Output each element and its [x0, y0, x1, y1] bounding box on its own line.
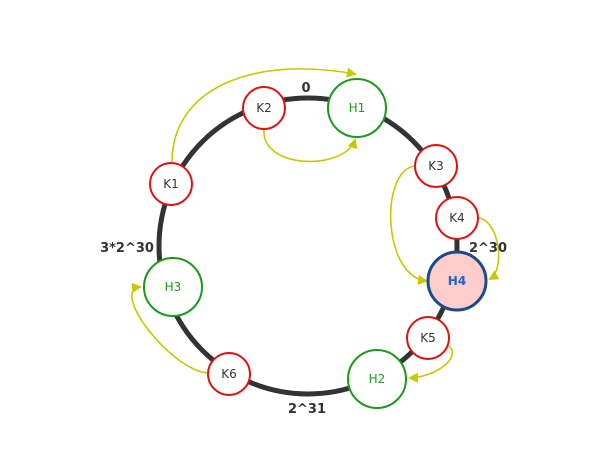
key-label: K6	[221, 367, 237, 381]
arrow-k6-h3	[131, 282, 209, 374]
host-node-h4: H4	[426, 250, 488, 312]
key-node-k4: K4	[435, 196, 479, 240]
host-node-h1: H1	[327, 78, 387, 138]
key-node-k6: K6	[207, 352, 251, 396]
key-node-k1: K1	[149, 162, 193, 206]
key-label: K4	[449, 211, 465, 225]
host-label: H3	[165, 280, 182, 294]
ring-label-top: 0	[301, 81, 310, 96]
ring-label-left: 3*2^30	[100, 241, 154, 256]
key-label: K2	[256, 101, 272, 115]
host-label-highlighted: H4	[448, 274, 466, 288]
ring-label-bottom: 2^31	[288, 402, 326, 417]
arrow-k5-h2	[408, 345, 453, 383]
mapping-arrows	[131, 67, 500, 383]
arrow-k4-h4	[478, 217, 500, 281]
host-node-h2: H2	[347, 349, 407, 409]
key-node-k3: K3	[414, 144, 458, 188]
key-label: K1	[163, 177, 179, 191]
key-node-k2: K2	[242, 86, 286, 130]
arrow-k3-h4	[389, 165, 428, 285]
arrow-k2-h1	[263, 129, 358, 163]
ring-label-right: 2^30	[469, 241, 507, 256]
host-label: H1	[349, 101, 366, 115]
key-label: K5	[420, 331, 436, 345]
key-label: K3	[428, 159, 444, 173]
host-label: H2	[369, 372, 386, 386]
arrow-k1-h1	[171, 67, 357, 163]
key-node-k5: K5	[406, 316, 450, 360]
host-node-h3: H3	[143, 257, 203, 317]
hash-ring	[156, 95, 460, 397]
